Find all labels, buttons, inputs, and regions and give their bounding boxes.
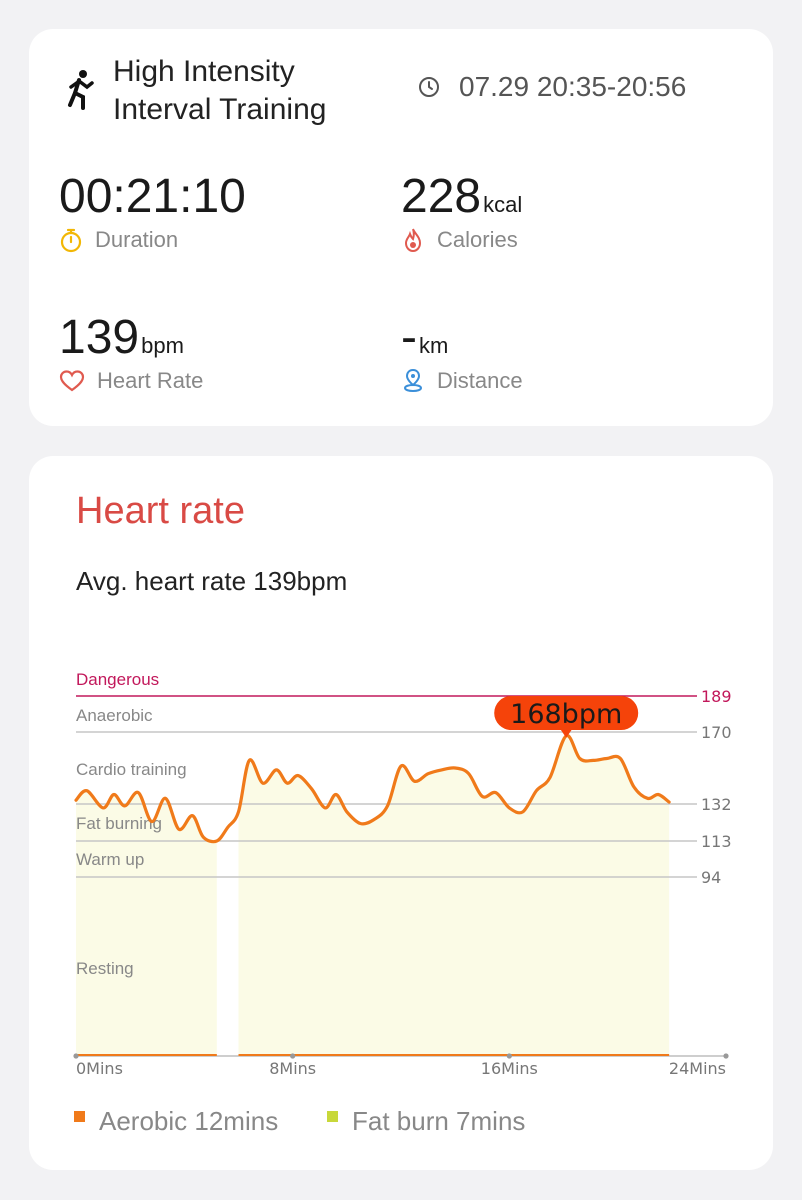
stopwatch-icon: [60, 228, 82, 253]
calories-unit: kcal: [483, 192, 523, 217]
x-tick-dot-0: [73, 1053, 79, 1059]
calories-metric: 228kcal Calories: [401, 169, 522, 253]
heart-rate-unit: bpm: [141, 333, 184, 358]
workout-title-line1: High Intensity: [113, 55, 295, 88]
workout-time-range: 07.29 20:35-20:56: [459, 71, 687, 102]
legend-fat-burn-swatch: [327, 1111, 338, 1122]
workout-summary-card: High Intensity Interval Training 07.29 2…: [29, 29, 773, 426]
heart-rate-label: Heart Rate: [97, 368, 204, 393]
flame-icon: [404, 228, 422, 253]
hr-area-fill-segment-2: [238, 735, 670, 1056]
legend-fat-burn: Fat burn 7mins: [327, 1106, 525, 1137]
calories-value: 228: [401, 170, 482, 223]
distance-unit: km: [418, 333, 449, 358]
x-tick-label-0: 0Mins: [76, 1059, 123, 1078]
x-tick-label-1: 8Mins: [269, 1059, 316, 1078]
x-tick-label-2: 16Mins: [481, 1059, 538, 1078]
y-tick-label-189: 189: [701, 687, 732, 706]
zone-label-fat-burning: Fat burning: [76, 814, 162, 833]
workout-time-row: 07.29 20:35-20:56: [417, 71, 686, 103]
heart-rate-metric: 139bpm Heart Rate: [59, 310, 203, 394]
peak-label-pointer: [560, 729, 573, 738]
duration-value: 00:21:10: [59, 170, 246, 223]
heart-rate-card: Heart rate Avg. heart rate 139bpm Danger…: [29, 456, 773, 1170]
running-person-icon: [68, 70, 94, 110]
y-tick-label-113: 113: [701, 832, 732, 851]
x-tick-label-3: 24Mins: [669, 1059, 726, 1078]
distance-metric: -km Distance: [401, 310, 523, 394]
legend-fat-burn-label: Fat burn 7mins: [352, 1106, 526, 1136]
heart-rate-value: 139: [59, 311, 140, 364]
legend-aerobic-swatch: [74, 1111, 85, 1122]
zone-label-warm-up: Warm up: [76, 850, 144, 869]
zone-label-dangerous: Dangerous: [76, 670, 159, 689]
y-tick-label-170: 170: [701, 723, 732, 742]
y-tick-label-94: 94: [701, 868, 721, 887]
zone-label-resting: Resting: [76, 959, 134, 978]
zone-label-cardio-training: Cardio training: [76, 760, 187, 779]
peak-label-bubble: [494, 696, 639, 730]
heart-rate-chart: Dangerous Anaerobic Cardio training Fat bur…: [73, 670, 732, 1078]
x-tick-dot-3: [723, 1053, 729, 1059]
heart-rate-card-title: Heart rate: [76, 490, 245, 532]
calories-label: Calories: [437, 227, 518, 252]
zone-label-anaerobic: Anaerobic: [76, 706, 153, 725]
x-tick-dot-1: [290, 1053, 296, 1059]
workout-title-line2: Interval Training: [113, 93, 327, 126]
legend-aerobic: Aerobic 12mins: [74, 1106, 278, 1137]
workout-title-row: High Intensity Interval Training: [61, 53, 326, 129]
location-pin-icon: [403, 368, 423, 393]
x-tick-dot-2: [506, 1053, 512, 1059]
distance-label: Distance: [437, 368, 523, 393]
hr-area-fill-segment-1: [76, 790, 217, 1056]
heart-icon: [59, 370, 85, 392]
heart-rate-line: [74, 734, 671, 844]
duration-metric: 00:21:10 Duration: [59, 169, 246, 253]
y-tick-label-132: 132: [701, 795, 732, 814]
distance-value: -: [401, 311, 417, 364]
duration-label: Duration: [95, 227, 179, 252]
workout-title: High Intensity Interval Training: [113, 53, 326, 129]
clock-icon: [419, 77, 439, 97]
peak-label-text: 168bpm: [510, 699, 622, 730]
average-heart-rate: Avg. heart rate 139bpm: [76, 566, 348, 596]
legend-aerobic-label: Aerobic 12mins: [99, 1106, 279, 1136]
